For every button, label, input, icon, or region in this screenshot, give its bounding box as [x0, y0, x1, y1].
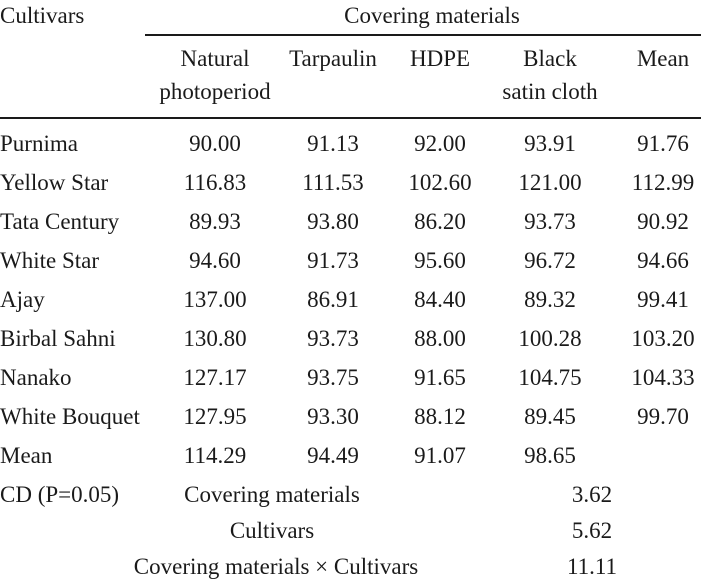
cd-item-value: 5.62: [571, 518, 613, 543]
row-label: Purnima: [0, 131, 78, 156]
table-cell: 88.12: [414, 404, 466, 429]
col-header-tarpaulin: Tarpaulin: [289, 46, 377, 71]
row-label: Nanako: [0, 365, 72, 390]
table-cell: 103.20: [631, 326, 695, 351]
table-cell: 95.60: [414, 248, 466, 273]
row-label: White Star: [0, 248, 99, 273]
header-cultivars: Cultivars: [0, 3, 85, 28]
table-cell: 116.83: [183, 170, 247, 195]
table-cell: 102.60: [408, 170, 472, 195]
cd-label: CD (P=0.05): [0, 482, 120, 507]
table-cell: 96.72: [524, 248, 576, 273]
table-cell: 93.30: [307, 404, 359, 429]
table-cell: 91.76: [637, 131, 689, 156]
table-cell: 100.28: [518, 326, 582, 351]
table-cell: 84.40: [414, 287, 466, 312]
table-cell: 104.33: [631, 365, 695, 390]
col-header-black-line1: Black: [523, 46, 577, 71]
table-cell: 93.73: [307, 326, 359, 351]
table-cell: 137.00: [183, 287, 247, 312]
table-cell: 91.65: [414, 365, 466, 390]
table-cell: 98.65: [524, 443, 576, 468]
table-cell: 86.91: [307, 287, 359, 312]
row-label: Tata Century: [0, 209, 120, 234]
table-cell: 94.60: [189, 248, 241, 273]
cd-item-label: Covering materials × Cultivars: [133, 554, 419, 579]
table-cell: 127.17: [183, 365, 247, 390]
cd-item-label: Cultivars: [229, 518, 315, 543]
row-label: Birbal Sahni: [0, 326, 116, 351]
table-cell: 91.07: [414, 443, 466, 468]
table-cell: 99.70: [637, 404, 689, 429]
table-cell: 93.75: [307, 365, 359, 390]
table-cell: 94.49: [307, 443, 359, 468]
col-header-mean: Mean: [636, 46, 690, 71]
cd-item-value: 3.62: [571, 482, 613, 507]
table-cell: 92.00: [414, 131, 466, 156]
header-covering-materials: Covering materials: [344, 3, 520, 28]
table-cell: 104.75: [518, 365, 582, 390]
col-header-black-line2: satin cloth: [502, 79, 598, 104]
table-cell: 127.95: [183, 404, 247, 429]
table-cell: 112.99: [631, 170, 695, 195]
table-cell: 114.29: [183, 443, 247, 468]
table-cell: 111.53: [302, 170, 364, 195]
col-header-natural-line1: Natural: [180, 46, 250, 71]
table-cell: 90.00: [189, 131, 241, 156]
col-header-natural-line2: photoperiod: [159, 79, 271, 104]
table-cell: 93.73: [524, 209, 576, 234]
table-cell: 90.92: [637, 209, 689, 234]
row-label: White Bouquet: [0, 404, 140, 429]
table-cell: 88.00: [414, 326, 466, 351]
header-rule: [145, 34, 701, 36]
table-cell: 93.80: [307, 209, 359, 234]
row-label: Ajay: [0, 287, 45, 312]
table-cell: 99.41: [637, 287, 689, 312]
table-cell: 89.45: [524, 404, 576, 429]
table-cell: 89.93: [189, 209, 241, 234]
table-cell: 93.91: [524, 131, 576, 156]
table-cell: 91.73: [307, 248, 359, 273]
table-cell: 91.13: [307, 131, 359, 156]
row-label: Yellow Star: [0, 170, 109, 195]
table-cell: 121.00: [518, 170, 582, 195]
col-header-hdpe: HDPE: [409, 46, 471, 71]
table-cell: 89.32: [524, 287, 576, 312]
cd-item-value: 11.11: [566, 554, 618, 579]
body-rule: [0, 117, 701, 119]
table-cell: 130.80: [183, 326, 247, 351]
row-label: Mean: [0, 443, 53, 468]
cd-item-label: Covering materials: [184, 482, 360, 507]
table-cell: 94.66: [637, 248, 689, 273]
table-cell: 86.20: [414, 209, 466, 234]
